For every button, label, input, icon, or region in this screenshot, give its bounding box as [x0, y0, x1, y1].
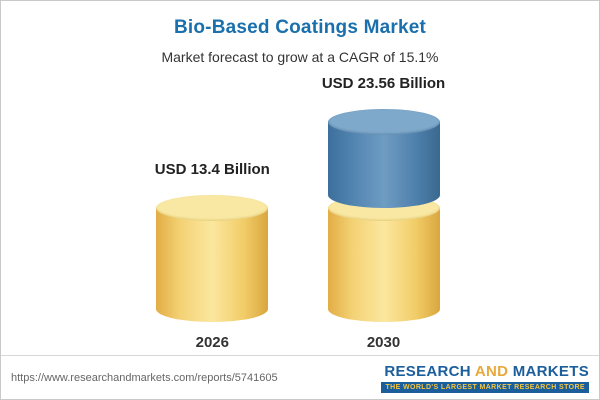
- bar-group-2030: USD 23.56 Billion 2030: [322, 75, 445, 351]
- bar-2026-cap: [156, 195, 269, 221]
- logo-wordmark: RESEARCH AND MARKETS: [384, 363, 589, 380]
- footer: https://www.researchandmarkets.com/repor…: [1, 355, 599, 399]
- bar-2026-cylinder: [156, 195, 269, 322]
- chart-area: USD 13.4 Billion 2026 USD 23.56 Billion …: [1, 75, 599, 351]
- logo-word-research: RESEARCH: [384, 362, 471, 380]
- bar-2030-base-segment: [327, 195, 440, 322]
- bar-2030-growth-segment: [327, 109, 440, 208]
- research-and-markets-logo[interactable]: RESEARCH AND MARKETS THE WORLD'S LARGEST…: [381, 363, 589, 393]
- bar-2026-category-label: 2026: [195, 334, 229, 351]
- logo-word-and: AND: [474, 362, 509, 380]
- chart-title: Bio-Based Coatings Market: [173, 17, 427, 38]
- logo-tagline: THE WORLD'S LARGEST MARKET RESEARCH STOR…: [381, 381, 589, 393]
- bar-2030-category-label: 2030: [366, 334, 401, 351]
- bar-2026-value-label: USD 13.4 Billion: [154, 161, 270, 178]
- report-url-link[interactable]: https://www.researchandmarkets.com/repor…: [11, 371, 278, 384]
- bar-2030-value-label: USD 23.56 Billion: [321, 75, 446, 92]
- bar-2030-blue-cap: [327, 109, 440, 135]
- logo-word-markets: MARKETS: [512, 362, 589, 380]
- bar-2026-body: [156, 195, 269, 322]
- chart-subtitle: Market forecast to grow at a CAGR of 15.…: [161, 49, 439, 65]
- bar-2030-cylinder: [327, 109, 440, 322]
- bar-group-2026: USD 13.4 Billion 2026: [155, 161, 270, 351]
- chart-header: Bio-Based Coatings Market Market forecas…: [1, 1, 599, 65]
